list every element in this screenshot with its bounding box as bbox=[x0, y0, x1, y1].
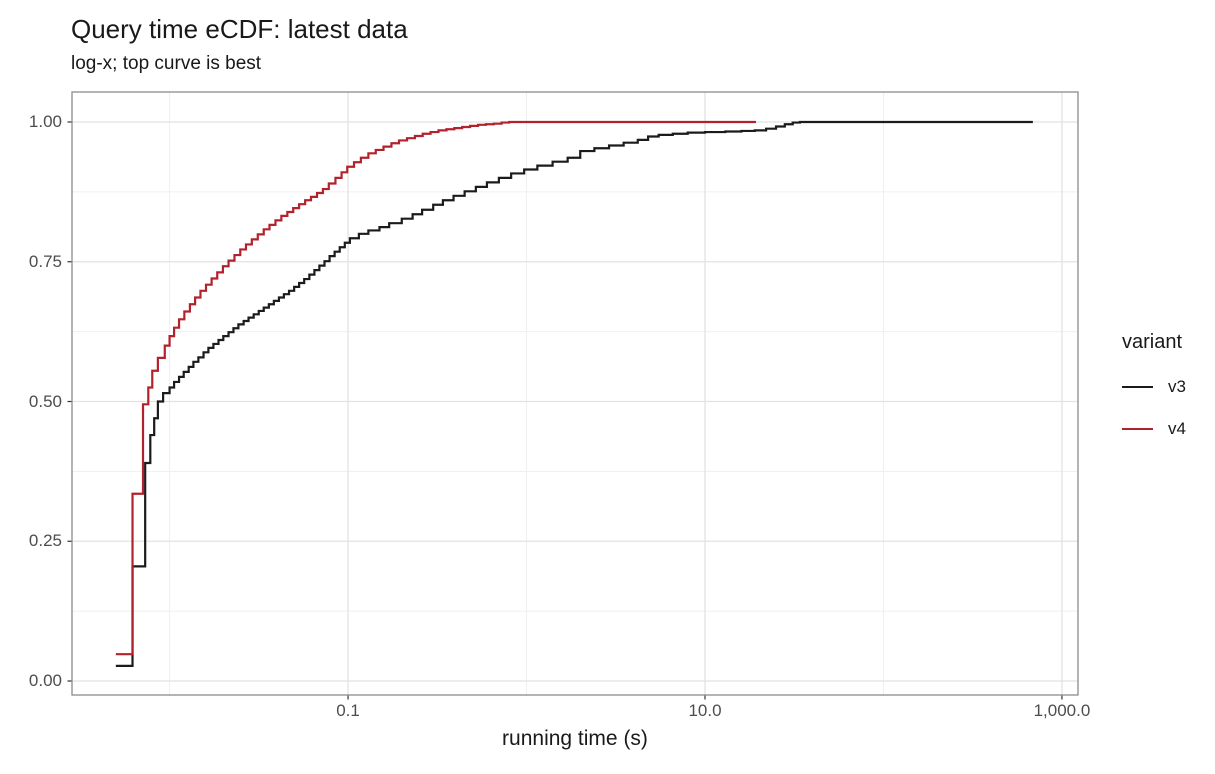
legend-entry-v3: v3 bbox=[1118, 372, 1215, 402]
ecdf-curve-v4 bbox=[115, 120, 756, 656]
panel-background bbox=[72, 92, 1078, 695]
legend-key-line bbox=[1122, 372, 1153, 402]
legend-label: v3 bbox=[1168, 377, 1186, 396]
chart-subtitle: log-x; top curve is best bbox=[71, 53, 262, 74]
y-tick-label: 0.00 bbox=[28, 671, 62, 690]
panel-border bbox=[71, 91, 1079, 696]
legend-key-line bbox=[1122, 414, 1153, 444]
legend-title: variant bbox=[1122, 331, 1183, 353]
x-tick-label: 0.1 bbox=[336, 701, 360, 720]
y-tick-label: 0.50 bbox=[28, 391, 62, 411]
legend: variant v3 v4 bbox=[1118, 331, 1215, 456]
y-tick-label: 1.00 bbox=[28, 112, 62, 131]
legend-entries: v3 v4 bbox=[1118, 372, 1215, 444]
y-tick-label: 0.25 bbox=[28, 531, 62, 551]
legend-label: v4 bbox=[1168, 419, 1186, 438]
x-tick-label: 10.0 bbox=[688, 701, 722, 720]
y-tick-label: 0.75 bbox=[28, 251, 62, 271]
legend-entry-v4: v4 bbox=[1118, 414, 1215, 444]
x-tick-label: 1,000.0 bbox=[1033, 701, 1091, 720]
ecdf-curve-v3 bbox=[115, 120, 1033, 668]
x-axis-title: running time (s) bbox=[502, 727, 648, 750]
chart-title: Query time eCDF: latest data bbox=[71, 14, 408, 44]
